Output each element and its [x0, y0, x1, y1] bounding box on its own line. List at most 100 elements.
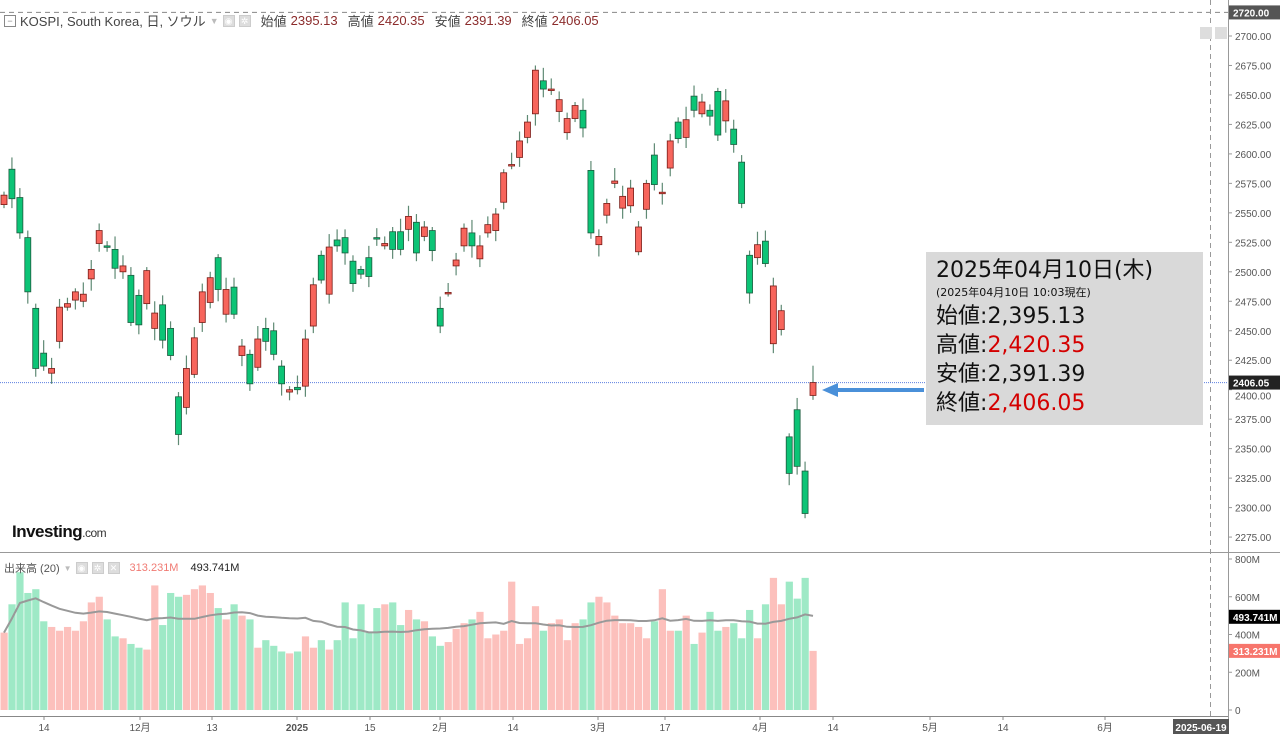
crosshair-price-label-bg: [1229, 5, 1280, 20]
candle-body: [198, 291, 206, 323]
volume-bar: [246, 619, 254, 710]
volume-bar: [492, 634, 500, 710]
volume-bar: [563, 640, 571, 710]
volume-bar: [262, 640, 270, 710]
volume-bar: [619, 623, 627, 710]
close-icon[interactable]: ✕: [107, 562, 120, 574]
candle-body: [746, 254, 753, 294]
candle-body: [643, 182, 650, 210]
candle-body: [103, 245, 111, 248]
candle-body: [325, 246, 333, 295]
volume-bar: [809, 650, 817, 710]
volume-bar: [468, 619, 476, 710]
volume-title[interactable]: 出来高 (20): [4, 563, 60, 575]
volume-bar: [682, 615, 690, 710]
volume-bar: [547, 623, 555, 710]
chart-legend: − KOSPI, South Korea, 日, ソウル ▼ ◉ ✲ 始値 239…: [4, 11, 599, 30]
symbol-title[interactable]: KOSPI, South Korea, 日, ソウル: [20, 14, 206, 29]
candle-body: [603, 203, 611, 216]
close-value: 2406.05: [551, 13, 599, 28]
open-value: 2395.13: [290, 13, 338, 28]
volume-bar: [24, 592, 32, 710]
candle-body: [611, 180, 619, 184]
low-value: 2391.39: [464, 13, 512, 28]
candle-body: [706, 109, 714, 117]
candle-body: [722, 100, 730, 122]
volume-y-tick-label: 600M: [1235, 593, 1260, 604]
candle-body: [167, 327, 174, 356]
info-high: 高値:2,420.35: [936, 333, 1086, 358]
volume-bar: [286, 653, 294, 710]
candle-body: [397, 231, 404, 250]
open-label: 始値: [260, 14, 287, 29]
volume-bar: [746, 609, 754, 710]
candle-body: [79, 293, 87, 302]
volume-bar: [198, 585, 206, 710]
volume-bar: [222, 619, 230, 710]
volume-bar: [373, 608, 381, 710]
candle-body: [460, 227, 468, 247]
volume-bar: [579, 619, 587, 710]
gear-icon[interactable]: ✲: [91, 562, 104, 574]
candle-body: [714, 91, 722, 136]
collapse-icon[interactable]: −: [4, 14, 16, 27]
x-tick-label: 2月: [432, 722, 448, 734]
chevron-down-icon[interactable]: ▼: [209, 15, 219, 26]
volume-bar: [587, 602, 595, 710]
volume-bar: [722, 626, 730, 710]
volume-bar: [571, 623, 579, 710]
candle-body: [658, 191, 666, 195]
candle-body: [524, 121, 531, 138]
candle-body: [690, 95, 698, 111]
volume-bar: [777, 604, 785, 710]
volume-bar: [79, 621, 88, 710]
y-tick-label: 2400.00: [1235, 392, 1272, 403]
volume-bar: [484, 638, 492, 710]
y-tick-label: 2625.00: [1235, 120, 1272, 131]
volume-y-tick-label: 800M: [1235, 555, 1260, 566]
candle-body: [294, 386, 301, 391]
volume-bar: [8, 604, 16, 710]
volume-bar: [793, 598, 801, 710]
volume-y-tick-label: 400M: [1235, 631, 1260, 642]
scale-down-icon[interactable]: [1200, 27, 1212, 39]
eye-icon[interactable]: ◉: [75, 562, 88, 574]
y-tick-label: 2325.00: [1235, 474, 1272, 485]
candle-body: [547, 88, 555, 91]
volume-bar: [127, 643, 135, 710]
volume-bar: [444, 642, 452, 710]
volume-bar: [698, 632, 706, 710]
candle-body: [484, 224, 492, 234]
candle-body: [539, 80, 547, 90]
last-price-label: 2406.05: [1233, 379, 1270, 390]
volume-bar: [214, 608, 222, 710]
candle-body: [428, 230, 436, 251]
candle-body: [373, 237, 381, 240]
chevron-down-icon[interactable]: ▼: [63, 563, 72, 573]
volume-bar: [381, 604, 389, 710]
volume-bar: [405, 609, 413, 710]
volume-y-tick-label: 0: [1235, 706, 1241, 717]
candle-body: [492, 213, 500, 231]
volume-bar: [428, 636, 436, 710]
volume-bar: [753, 638, 762, 710]
gear-icon[interactable]: ✲: [238, 14, 251, 27]
candle-body: [183, 368, 190, 408]
candle-body: [254, 338, 262, 368]
price-info-box: 2025年04月10日(木) (2025年04月10日 10:03現在) 始値:…: [926, 252, 1203, 425]
volume-bar: [174, 596, 183, 710]
candle-body: [190, 337, 198, 375]
candle-body: [16, 197, 24, 234]
candle-body: [762, 240, 769, 264]
candle-body: [64, 303, 71, 308]
scale-updown-icon[interactable]: [1215, 27, 1227, 39]
scale-buttons: [1200, 27, 1227, 39]
candle-body: [135, 294, 143, 326]
volume-last-label: 313.231M: [1233, 647, 1277, 658]
eye-icon[interactable]: ◉: [222, 14, 235, 27]
volume-bar: [333, 640, 341, 710]
crosshair-date-bg: [1173, 719, 1229, 734]
info-low: 安値:2,391.39: [936, 362, 1086, 387]
last-price-label-bg: [1229, 375, 1280, 390]
